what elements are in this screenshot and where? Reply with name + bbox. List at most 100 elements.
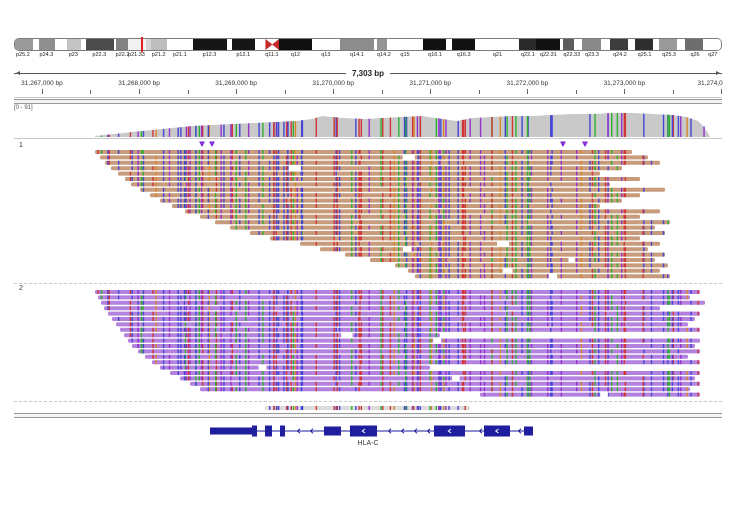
ideogram-band-q11.1 bbox=[265, 39, 280, 50]
ideogram-band-q21 bbox=[475, 39, 520, 50]
ruler-tick bbox=[236, 89, 238, 94]
coverage-range-label: [0 - 91] bbox=[14, 105, 33, 111]
read[interactable] bbox=[150, 193, 640, 198]
ideogram-band-q16.1 bbox=[423, 39, 447, 50]
ideogram-gap bbox=[573, 39, 582, 50]
ruler-tick-label: 31,268,000 bp bbox=[118, 80, 160, 87]
insertion-marker-icon[interactable] bbox=[582, 141, 588, 144]
ruler-minor-tick bbox=[575, 90, 577, 94]
gene-exon[interactable] bbox=[434, 425, 465, 437]
ideogram-band-label: p12.3 bbox=[202, 52, 217, 58]
read[interactable] bbox=[320, 247, 648, 252]
read[interactable] bbox=[230, 225, 655, 230]
ideogram-band-label: q16.1 bbox=[428, 52, 442, 58]
ideogram-band-label bbox=[602, 52, 612, 58]
read[interactable] bbox=[414, 274, 670, 279]
read[interactable] bbox=[100, 155, 648, 160]
read[interactable] bbox=[180, 375, 695, 380]
read[interactable] bbox=[140, 187, 665, 192]
read[interactable] bbox=[407, 268, 660, 273]
read[interactable] bbox=[200, 386, 690, 391]
read[interactable] bbox=[95, 149, 632, 154]
gene-exon[interactable] bbox=[524, 426, 533, 436]
ideogram-band-label bbox=[32, 52, 39, 58]
ideogram-band-p23 bbox=[67, 39, 81, 50]
gene-exon[interactable] bbox=[324, 426, 341, 436]
read-group-1[interactable]: 1 bbox=[14, 141, 722, 281]
read[interactable] bbox=[152, 359, 700, 364]
read-group-2[interactable]: 2 bbox=[14, 282, 722, 399]
read[interactable] bbox=[120, 327, 700, 332]
read[interactable] bbox=[190, 381, 700, 386]
coverage-bottom-rule bbox=[14, 138, 722, 139]
gene-exon[interactable] bbox=[350, 425, 377, 437]
ideogram-band-label: q13 bbox=[321, 52, 331, 58]
read[interactable] bbox=[250, 230, 665, 235]
ideogram-band-label: q25.3 bbox=[662, 52, 676, 58]
ideogram-band-label bbox=[574, 52, 582, 58]
insertion-marker-icon[interactable] bbox=[199, 143, 205, 147]
ideogram-band-q23.3 bbox=[581, 39, 601, 50]
ideogram-band-q25.1 bbox=[634, 39, 653, 50]
read[interactable] bbox=[138, 348, 700, 353]
ideogram-band-label: q16.3 bbox=[456, 52, 471, 58]
gene-exon[interactable] bbox=[210, 427, 252, 435]
ideogram-gap bbox=[226, 39, 233, 50]
gene-exon[interactable] bbox=[265, 425, 272, 437]
ideogram-band-label: p22.3 bbox=[92, 52, 107, 58]
read[interactable] bbox=[101, 300, 705, 305]
ideogram-band-p21.2 bbox=[151, 39, 168, 50]
read[interactable] bbox=[104, 305, 660, 310]
insertion-marker-icon[interactable] bbox=[209, 143, 215, 147]
insertion-marker-icon[interactable] bbox=[582, 143, 588, 147]
gene-name-label: HLA-C bbox=[357, 439, 379, 447]
gene-track[interactable]: HLA-C bbox=[14, 419, 722, 452]
read[interactable] bbox=[124, 332, 440, 337]
centromere-icon bbox=[271, 39, 280, 50]
ideogram-band-q25.3 bbox=[659, 39, 678, 50]
ideogram-band-q12 bbox=[279, 39, 313, 50]
insertion-marker-icon[interactable] bbox=[199, 141, 205, 144]
span-indicator: 7,303 bp bbox=[14, 69, 723, 78]
read[interactable] bbox=[111, 166, 622, 171]
insertion-marker-icon[interactable] bbox=[209, 141, 215, 144]
coverage-track[interactable]: [0 - 91] bbox=[14, 105, 722, 137]
ruler-track[interactable]: 7,303 bp 31,267,000 bp 31,268,000 bp 31,26… bbox=[14, 69, 723, 96]
insertion-marker-icon[interactable] bbox=[560, 141, 566, 144]
ruler-tick bbox=[333, 89, 335, 94]
read[interactable] bbox=[145, 354, 688, 359]
strand-arrow-icon bbox=[447, 428, 452, 434]
ruler-tick bbox=[430, 89, 432, 94]
chromosome-ideogram[interactable]: p25.2 p24.3 p23 p22.3 p22.2 p21.33 p21.2 p21.1 p… bbox=[14, 37, 722, 59]
centromere-icon bbox=[265, 39, 273, 50]
read[interactable] bbox=[270, 236, 640, 241]
gene-exon[interactable] bbox=[484, 425, 510, 437]
ideogram-band-q14.2 bbox=[377, 39, 387, 50]
insertion-marker-icon[interactable] bbox=[560, 143, 566, 147]
ideogram-gap bbox=[560, 39, 563, 50]
ideogram-band-label: q15 bbox=[400, 52, 410, 58]
ideogram-band-label: p12.1 bbox=[236, 52, 251, 58]
ideogram-band-label bbox=[629, 52, 636, 58]
ideogram-band-label: q11.1 bbox=[265, 52, 279, 58]
track-separator-top bbox=[14, 99, 722, 104]
ideogram-gap bbox=[55, 39, 68, 50]
read[interactable] bbox=[170, 370, 700, 375]
gene-exon[interactable] bbox=[280, 425, 285, 437]
read[interactable] bbox=[215, 220, 670, 225]
ideogram-band-q26 bbox=[685, 39, 703, 50]
ideogram-band-p12.1 bbox=[232, 39, 256, 50]
ideogram-band-p21.1 bbox=[167, 39, 194, 50]
read[interactable] bbox=[185, 209, 660, 214]
ideogram-band-q15 bbox=[386, 39, 424, 50]
read-group-ungrouped[interactable] bbox=[14, 400, 722, 412]
ideogram-band-label: q12 bbox=[290, 52, 301, 58]
read[interactable] bbox=[131, 182, 610, 187]
gene-exon[interactable] bbox=[252, 425, 257, 437]
strand-arrow-icon bbox=[478, 428, 483, 434]
ideogram-gap bbox=[114, 39, 117, 50]
read[interactable] bbox=[345, 252, 665, 257]
ruler-bottom-rule bbox=[14, 97, 722, 98]
read[interactable] bbox=[112, 316, 695, 321]
